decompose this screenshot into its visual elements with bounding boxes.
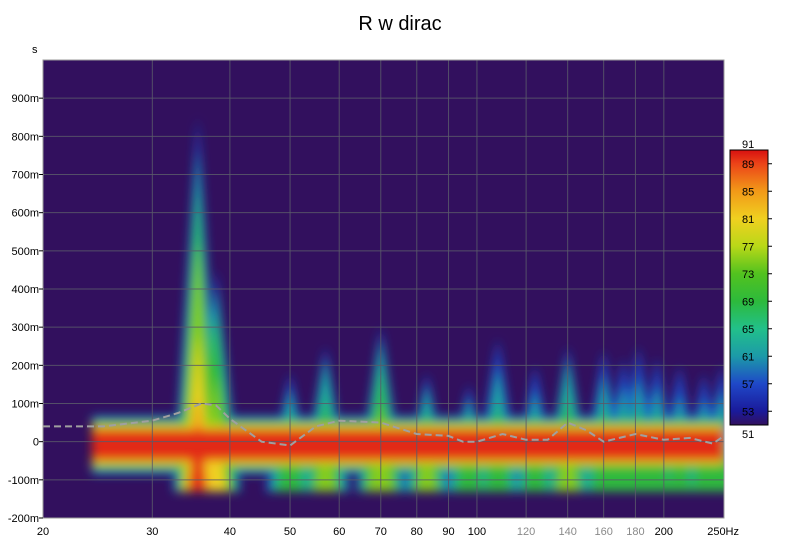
x-tick-label: 140 [558,526,576,538]
x-tick-label: 200 [655,526,673,538]
colorbar-tick-label: 77 [742,241,754,253]
x-tick-labels: 20 30 40 50 60 70 80 90 100 120 140 160 180 200 250Hz [37,526,739,538]
x-tick-label: 80 [411,526,423,538]
y-tick-label: 700m [11,170,39,182]
x-tick-label: 90 [442,526,454,538]
colorbar-tick-label: 73 [742,269,754,281]
y-tick-label: 600m [11,208,39,220]
y-tick-label: 100m [11,399,39,411]
reference-curve [43,402,724,447]
y-tick-label: -200m [8,513,39,525]
x-tick-label: 70 [375,526,387,538]
y-tick-label: -100m [8,475,39,487]
colorbar-gradient [729,149,769,426]
x-tick-label: 50 [284,526,296,538]
x-tick-label: 120 [517,526,535,538]
y-tick-label: 200m [11,360,39,372]
y-tick-label: 900m [11,93,39,105]
colorbar-tick-label: 89 [742,159,754,171]
y-tick-labels: 900m 800m 700m 600m 500m 400m 300m 200m 100m 0 -10… [8,93,43,525]
colorbar-tick-label: 69 [742,296,754,308]
x-tick-label: 30 [146,526,158,538]
y-tick-label: 0 [33,437,39,449]
colorbar-tick-label: 81 [742,214,754,226]
x-tick-label: 180 [626,526,644,538]
colorbar-max-label: 91 [742,139,754,151]
colorbar-tick-label: 53 [742,406,754,418]
x-tick-label: 160 [594,526,612,538]
colorbar-tick-label: 85 [742,186,754,198]
x-tick-label: 40 [224,526,236,538]
colorbar-tick-label: 65 [742,324,754,336]
y-tick-label: 500m [11,246,39,258]
x-tick-label: 100 [468,526,486,538]
y-tick-label: 800m [11,131,39,143]
y-tick-label: 400m [11,284,39,296]
y-axis-unit: s [32,44,38,56]
y-tick-label: 300m [11,322,39,334]
heat-floor [92,430,724,460]
x-tick-label: 60 [333,526,345,538]
grid-lines [43,60,724,518]
heat-band [92,427,724,492]
colorbar-tick-label: 61 [742,351,754,363]
colorbar-tick-label: 57 [742,379,754,391]
dashed-series-line [43,402,724,447]
colorbar: 91 51 89 85 81 77 73 69 65 61 57 53 [729,139,772,441]
chart-title: R w dirac [358,13,441,35]
x-tick-label: 250Hz [707,526,739,538]
x-tick-label: 20 [37,526,49,538]
colorbar-min-label: 51 [742,429,754,441]
colorbar-ticks: 89 85 81 77 73 69 65 61 57 53 [742,159,772,418]
